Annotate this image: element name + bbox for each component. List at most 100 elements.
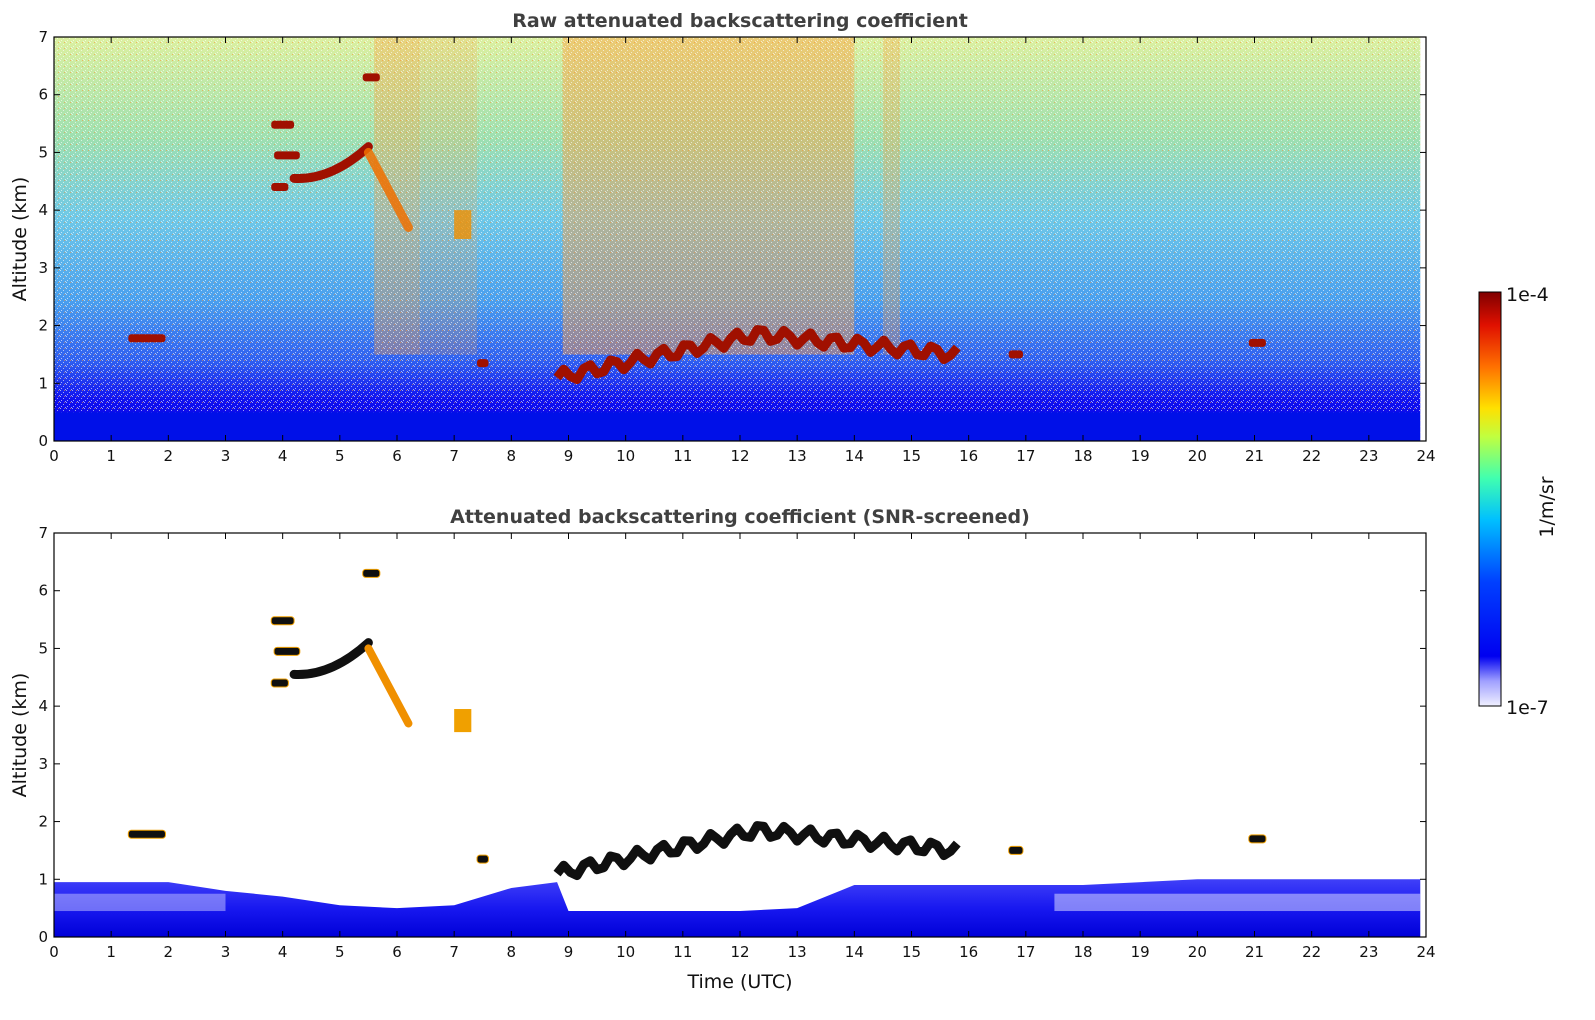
x-tick-label: 9 [564,943,574,961]
y-axis-label: Altitude (km) [9,177,31,302]
y-tick-label: 5 [38,639,48,657]
x-tick-label: 16 [959,447,978,465]
x-tick-label: 1 [106,943,116,961]
fallstreak [364,644,413,728]
x-tick-label: 3 [221,943,231,961]
x-tick-label: 15 [902,943,921,961]
x-tick-label: 17 [1016,943,1035,961]
cloud-feature [476,854,489,864]
virga [454,210,472,239]
x-tick-label: 18 [1073,943,1092,961]
cloud-feature [270,616,295,626]
x-tick-label: 24 [1416,447,1435,465]
y-tick-label: 1 [38,870,48,888]
x-tick-label: 20 [1188,447,1207,465]
cloud-feature [362,568,381,578]
y-tick-label: 7 [38,28,48,46]
colorbar-label: 1/m/sr [1536,476,1558,537]
y-tick-label: 6 [38,86,48,104]
haze-band [1054,893,1421,912]
cloud-feature [270,678,289,688]
x-tick-label: 4 [278,447,288,465]
y-tick-label: 3 [38,259,48,277]
y-tick-label: 2 [38,317,48,335]
colorbar-gradient [1478,291,1502,707]
y-tick-label: 0 [38,928,48,946]
x-tick-label: 17 [1016,447,1035,465]
cloud-feature [271,120,295,129]
cloud-feature [362,73,380,82]
y-tick-label: 4 [38,201,48,219]
x-tick-label: 10 [616,447,635,465]
x-tick-label: 5 [335,943,345,961]
x-tick-label: 19 [1131,447,1150,465]
x-tick-label: 11 [673,943,692,961]
colorbar: 1e-4 1e-7 1/m/sr [1478,284,1558,719]
y-tick-label: 4 [38,697,48,715]
x-tick-label: 2 [164,447,174,465]
x-tick-label: 21 [1245,943,1264,961]
x-tick-label: 7 [449,447,459,465]
x-tick-label: 21 [1245,447,1264,465]
screened-backscatter-panel: Attenuated backscattering coefficient (S… [9,506,1436,993]
y-tick-label: 1 [38,374,48,392]
noise-speckle [54,37,1426,441]
x-tick-label: 20 [1188,943,1207,961]
plot-area [54,533,1426,937]
x-tick-label: 5 [335,447,345,465]
x-tick-label: 10 [616,943,635,961]
x-tick-label: 6 [392,943,402,961]
x-tick-label: 14 [845,447,864,465]
cloud-feature [477,359,489,368]
cloud-feature [1248,834,1267,844]
x-tick-label: 4 [278,943,288,961]
cloud-layer [553,821,961,881]
boundary-layer [54,412,1421,441]
x-tick-label: 22 [1302,447,1321,465]
x-tick-label: 22 [1302,943,1321,961]
cloud-feature [1008,845,1024,855]
x-tick-label: 7 [449,943,459,961]
cloud-feature [289,638,373,679]
y-tick-label: 5 [38,143,48,161]
x-tick-label: 23 [1359,447,1378,465]
x-tick-label: 14 [845,943,864,961]
colorbar-max-label: 1e-4 [1506,284,1549,306]
cloud-feature [127,829,166,839]
cloud-feature [274,151,300,160]
x-tick-label: 3 [221,447,231,465]
x-tick-label: 13 [788,447,807,465]
x-tick-label: 9 [564,447,574,465]
y-tick-label: 7 [38,524,48,542]
y-tick-label: 3 [38,755,48,773]
cloud-feature [273,646,301,656]
x-tick-label: 16 [959,943,978,961]
x-tick-label: 11 [673,447,692,465]
x-tick-label: 0 [49,447,59,465]
x-tick-label: 13 [788,943,807,961]
chart-title: Raw attenuated backscattering coefficien… [512,10,968,32]
cloud-feature [289,142,373,183]
cloud-feature [128,334,166,343]
colorbar-min-label: 1e-7 [1506,697,1549,719]
x-tick-label: 15 [902,447,921,465]
x-tick-label: 24 [1416,943,1435,961]
x-tick-label: 6 [392,447,402,465]
x-tick-label: 18 [1073,447,1092,465]
x-tick-label: 8 [507,943,517,961]
x-tick-label: 12 [730,447,749,465]
fallstreak [363,147,413,232]
x-tick-label: 0 [49,943,59,961]
virga [454,709,472,733]
x-tick-label: 12 [730,943,749,961]
x-tick-label: 2 [164,943,174,961]
cloud-feature [1008,350,1023,359]
x-tick-label: 19 [1131,943,1150,961]
y-axis-label: Altitude (km) [9,673,31,798]
x-tick-label: 1 [106,447,116,465]
no-data-strip [1420,37,1426,441]
plot-area [54,37,1426,441]
x-tick-label: 23 [1359,943,1378,961]
cloud-layer [553,325,961,385]
